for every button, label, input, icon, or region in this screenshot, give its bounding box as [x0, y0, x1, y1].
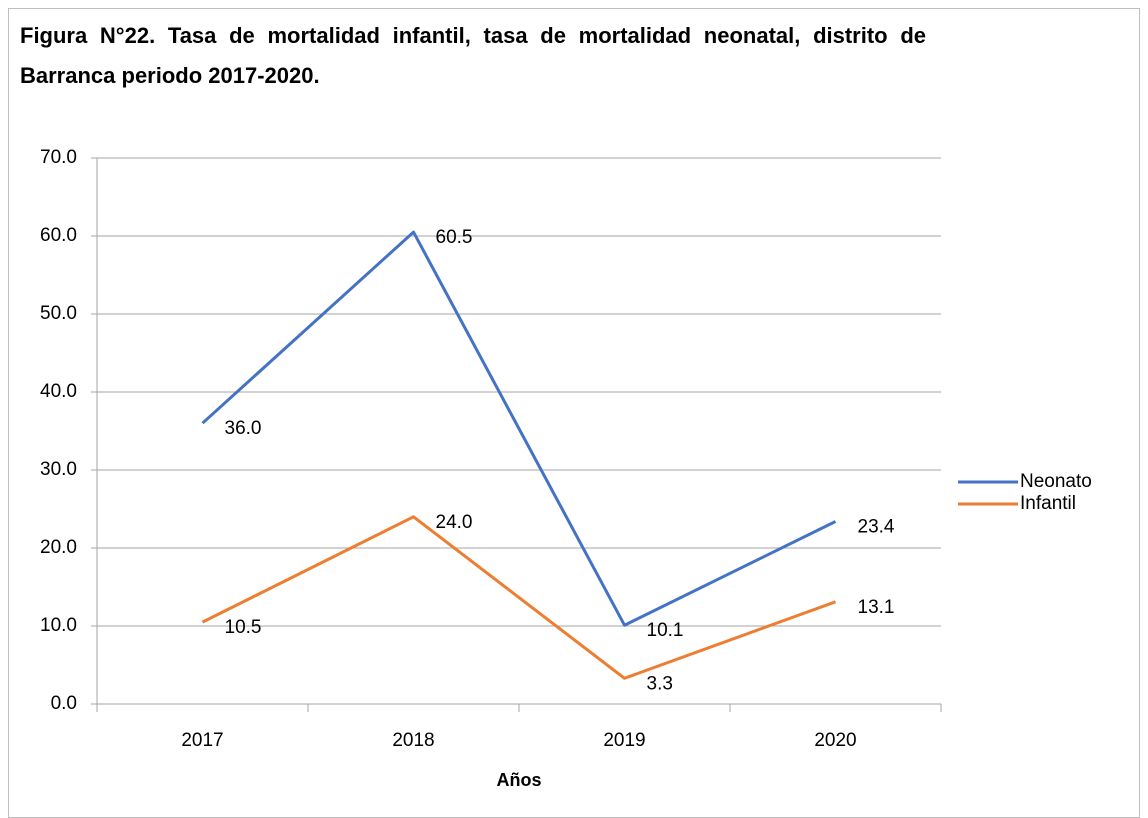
chart-title: Figura N°22. Tasa de mortalidad infantil… [20, 23, 926, 88]
x-tick-label: 2017 [181, 730, 223, 751]
x-axis-label: Años [497, 770, 542, 790]
y-tick-label: 60.0 [40, 225, 77, 246]
series-line [201, 230, 837, 627]
data-label: 24.0 [436, 512, 473, 533]
y-tick-label: 50.0 [40, 303, 77, 324]
data-label: 36.0 [225, 418, 262, 439]
data-label: 23.4 [858, 516, 895, 537]
y-tick-label: 0.0 [51, 693, 77, 714]
data-label: 10.1 [647, 620, 684, 641]
data-label: 13.1 [858, 597, 895, 618]
data-label: 60.5 [436, 227, 473, 248]
y-tick-label: 10.0 [40, 615, 77, 636]
legend-label: Neonato [1020, 471, 1092, 492]
x-tick-label: 2018 [392, 730, 434, 751]
x-tick-label: 2019 [603, 730, 645, 751]
y-tick-label: 40.0 [40, 381, 77, 402]
y-tick-label: 20.0 [40, 537, 77, 558]
data-label: 10.5 [225, 617, 262, 638]
x-tick-label: 2020 [814, 730, 856, 751]
y-tick-label: 30.0 [40, 459, 77, 480]
data-label: 3.3 [647, 673, 673, 694]
y-tick-label: 70.0 [40, 147, 77, 168]
chart-border [8, 8, 1140, 818]
legend-label: Infantil [1020, 493, 1076, 514]
series-line [201, 515, 837, 680]
